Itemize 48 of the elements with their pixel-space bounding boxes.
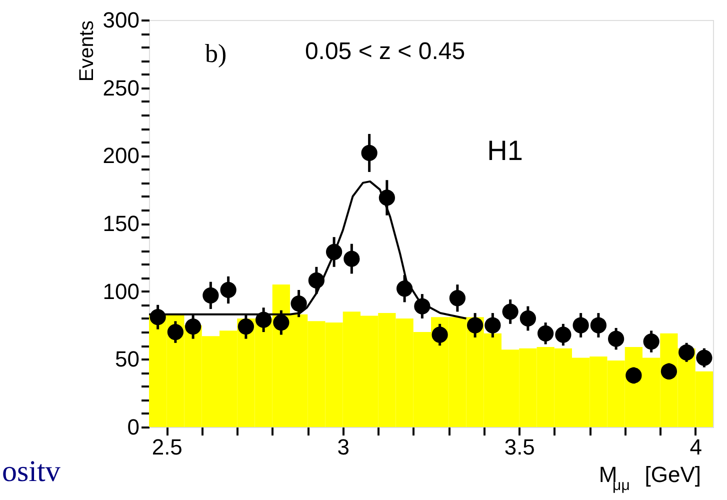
point xyxy=(432,326,448,343)
point xyxy=(660,363,677,380)
point xyxy=(608,330,624,347)
y-tick-label: 300 xyxy=(102,8,140,32)
x-tick-label: 3.5 xyxy=(504,434,535,460)
point xyxy=(678,344,695,360)
point xyxy=(643,333,660,350)
y-tick-label: 150 xyxy=(102,211,140,236)
point xyxy=(150,309,166,326)
point xyxy=(220,282,236,298)
point xyxy=(202,287,219,304)
annotation: 0.05 < z < 0.45 xyxy=(304,38,466,65)
point xyxy=(396,280,413,297)
point xyxy=(273,314,290,331)
point xyxy=(308,272,324,289)
point xyxy=(555,326,572,343)
point xyxy=(290,295,307,312)
point xyxy=(467,317,484,334)
y-tick-label: 200 xyxy=(102,143,140,168)
y-tick-label: 100 xyxy=(102,278,140,304)
point xyxy=(484,317,501,334)
point xyxy=(361,144,378,161)
point xyxy=(590,317,606,334)
point xyxy=(538,325,554,342)
point xyxy=(502,304,518,320)
y-tick-label: 0 xyxy=(127,414,140,440)
point xyxy=(185,318,202,335)
point xyxy=(449,290,466,306)
point xyxy=(520,310,536,327)
x-tick-label: 2.5 xyxy=(152,434,182,460)
point xyxy=(256,312,272,328)
text: ositv xyxy=(2,455,60,488)
point xyxy=(167,324,184,340)
point xyxy=(696,350,712,366)
point xyxy=(326,244,342,260)
annotation: H1 xyxy=(487,135,523,166)
point xyxy=(572,317,589,334)
point xyxy=(626,367,642,384)
x-tick-label: 4 xyxy=(690,434,702,460)
y-tick-label: 50 xyxy=(115,346,140,372)
y-tick-label: 250 xyxy=(102,75,140,100)
point xyxy=(238,318,254,335)
point xyxy=(344,250,360,267)
point xyxy=(378,190,395,206)
y-axis-title: Events xyxy=(76,20,98,82)
point xyxy=(414,298,430,314)
x-tick-label: 3 xyxy=(337,434,350,460)
annotation: b) xyxy=(205,39,227,68)
